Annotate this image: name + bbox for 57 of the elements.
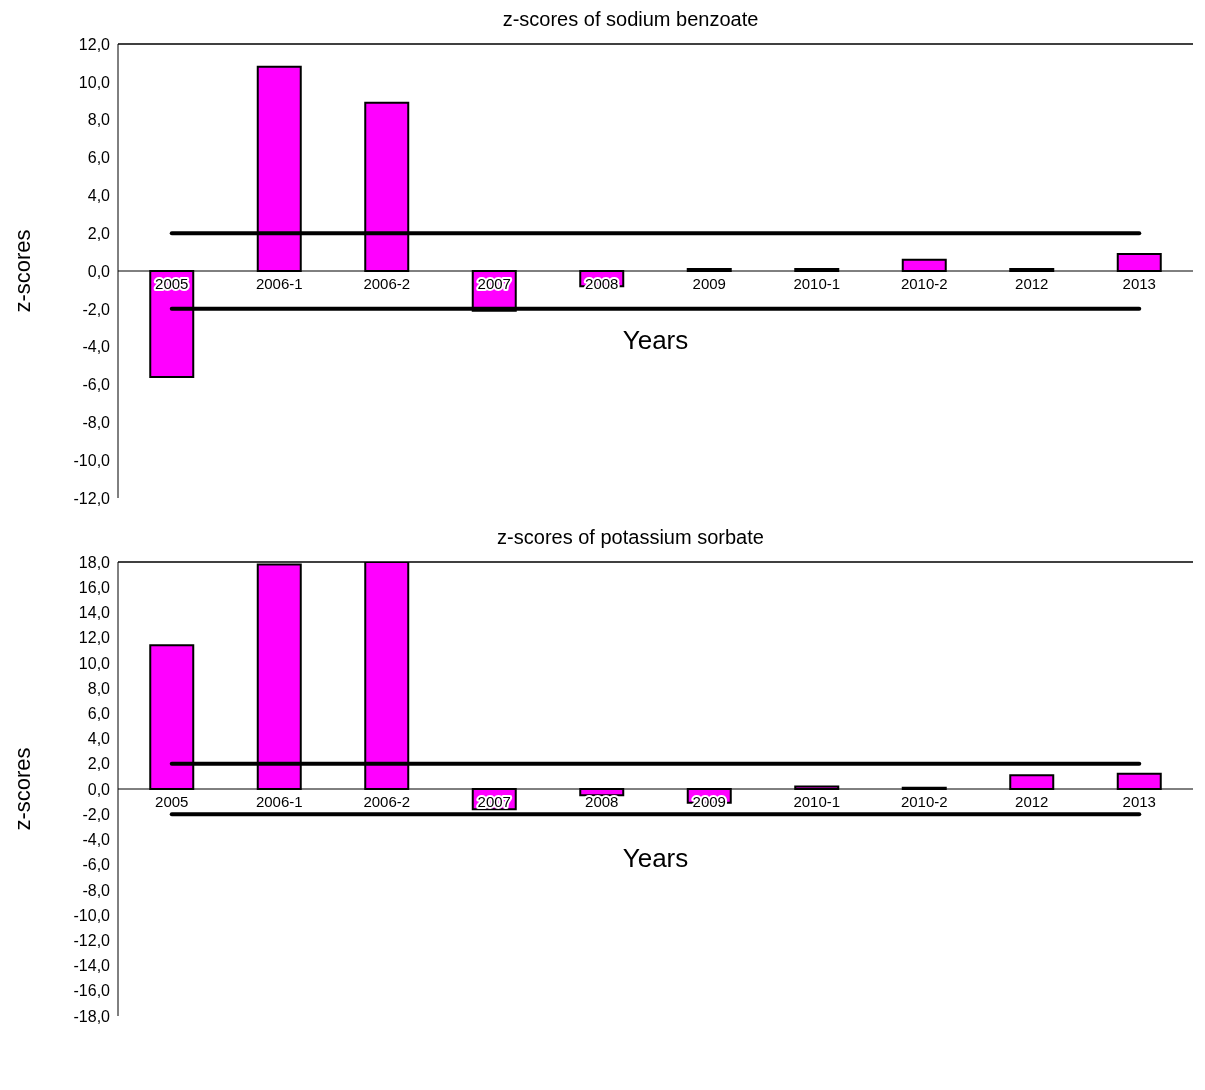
y-tick-label: 8,0: [87, 111, 111, 129]
chart-title: z-scores of potassium sorbate: [496, 526, 765, 550]
y-tick-label: 2,0: [87, 224, 111, 242]
x-tick-label: 2007: [477, 793, 511, 810]
x-tick-label: 2010-2: [900, 275, 948, 292]
y-tick-label: -12,0: [73, 932, 111, 950]
x-axis-title: Years: [621, 325, 690, 357]
x-tick-label: 2012: [1015, 275, 1049, 292]
y-tick-label: 18,0: [78, 553, 111, 571]
chart-title: z-scores of sodium benzoate: [501, 8, 760, 32]
y-axis-title: z-scores: [10, 747, 36, 831]
y-tick-label: 2,0: [87, 755, 111, 773]
y-tick-label: 16,0: [78, 578, 111, 596]
y-tick-label: 6,0: [87, 705, 111, 723]
y-tick-label: 6,0: [87, 149, 111, 167]
x-tick-label: 2005: [155, 793, 189, 810]
y-tick-label: 4,0: [87, 730, 111, 748]
x-tick-label: 2006-2: [363, 275, 411, 292]
x-tick-label: 2008: [585, 793, 619, 810]
y-tick-label: -6,0: [82, 376, 111, 394]
y-tick-label: -14,0: [73, 957, 111, 975]
y-tick-label: -2,0: [82, 300, 111, 318]
y-tick-label: 0,0: [87, 780, 111, 798]
x-tick-label: 2010-2: [900, 793, 948, 810]
y-tick-label: 0,0: [87, 262, 111, 280]
y-tick-label: -10,0: [73, 906, 111, 924]
x-tick-label: 2005: [155, 275, 189, 292]
x-tick-label: 2010-1: [793, 275, 841, 292]
y-tick-label: -8,0: [82, 881, 111, 899]
x-tick-label: 2009: [692, 275, 726, 292]
y-tick-label: 12,0: [78, 629, 111, 647]
x-tick-label: 2013: [1122, 793, 1156, 810]
y-tick-label: 12,0: [78, 35, 111, 53]
x-tick-label: 2013: [1122, 275, 1156, 292]
y-tick-label: -4,0: [82, 831, 111, 849]
x-tick-label: 2006-1: [255, 793, 303, 810]
y-tick-label: 10,0: [78, 73, 111, 91]
y-tick-label: -4,0: [82, 338, 111, 356]
y-tick-label: -8,0: [82, 414, 111, 432]
y-tick-label: -18,0: [73, 1007, 111, 1025]
y-tick-label: 14,0: [78, 604, 111, 622]
x-tick-label: 2012: [1015, 793, 1049, 810]
y-tick-label: -10,0: [73, 451, 111, 469]
y-tick-label: 10,0: [78, 654, 111, 672]
y-tick-label: 4,0: [87, 187, 111, 205]
y-tick-label: -16,0: [73, 982, 111, 1000]
x-tick-label: 2010-1: [793, 793, 841, 810]
x-tick-label: 2006-2: [363, 793, 411, 810]
x-tick-label: 2006-1: [255, 275, 303, 292]
y-axis-title: z-scores: [10, 229, 36, 313]
y-tick-label: -2,0: [82, 805, 111, 823]
x-tick-label: 2009: [692, 793, 726, 810]
x-axis-title: Years: [621, 843, 690, 875]
y-tick-label: -6,0: [82, 856, 111, 874]
x-tick-label: 2007: [477, 275, 511, 292]
y-tick-label: -12,0: [73, 489, 111, 507]
y-tick-label: 8,0: [87, 679, 111, 697]
